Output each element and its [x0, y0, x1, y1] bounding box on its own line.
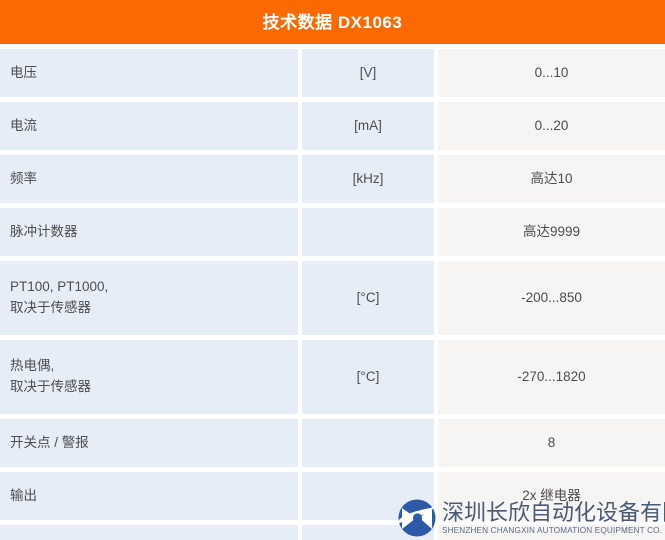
spec-label-lines: 热电偶, 取决于传感器: [10, 356, 91, 398]
spec-value-cell: -270...1820: [438, 340, 665, 414]
spec-unit-cell: [302, 419, 434, 467]
spec-unit-cell: [°C]: [302, 340, 434, 414]
spec-value-text: 0...10: [534, 64, 569, 80]
spec-value-text: -200...850: [521, 289, 582, 305]
spec-label-line2: 取决于传感器: [10, 379, 91, 394]
spec-unit-cell: [302, 472, 434, 520]
spec-label-cell: 频率: [0, 155, 298, 203]
table-row: 频率 [kHz] 高达10: [0, 155, 665, 203]
table-row: 热电偶, 取决于传感器 [°C] -270...1820: [0, 340, 665, 414]
spec-unit-text: [°C]: [356, 289, 380, 305]
spec-unit-text: [°C]: [356, 368, 380, 384]
spec-value-text: -270...1820: [517, 368, 586, 384]
spec-label-cell: 防护等级: [0, 525, 298, 540]
spec-value-text: 高达9999: [522, 223, 581, 239]
spec-label-line1: 频率: [10, 170, 37, 186]
spec-value-cell: 2x 继电器: [438, 472, 665, 520]
spec-unit-cell: [kHz]: [302, 155, 434, 203]
spec-value-cell: 高达10: [438, 155, 665, 203]
spec-label-line1: 电压: [10, 64, 37, 80]
spec-unit-text: [mA]: [354, 117, 382, 133]
page-title: 技术数据 DX1063: [262, 12, 403, 32]
spec-unit-cell: [302, 525, 434, 540]
spec-unit-cell: [V]: [302, 49, 434, 97]
spec-label-cell: PT100, PT1000, 取决于传感器: [0, 261, 298, 335]
spec-value-cell: 8: [438, 419, 665, 467]
spec-label-cell: 电流: [0, 102, 298, 150]
spec-unit-cell: [302, 208, 434, 256]
spec-label-cell: 热电偶, 取决于传感器: [0, 340, 298, 414]
spec-label-lines: PT100, PT1000, 取决于传感器: [10, 277, 108, 319]
spec-unit-text: [V]: [359, 64, 377, 80]
spec-label-line1: 热电偶,: [10, 358, 55, 374]
spec-label-cell: 开关点 / 警报: [0, 419, 298, 467]
spec-label-line1: PT100, PT1000,: [10, 279, 109, 295]
spec-label-cell: 电压: [0, 49, 298, 97]
spec-value-text: 8: [547, 434, 556, 450]
table-row: 开关点 / 警报 8: [0, 419, 665, 467]
table-row: PT100, PT1000, 取决于传感器 [°C] -200...850: [0, 261, 665, 335]
spec-value-cell: 0...10: [438, 49, 665, 97]
spec-label-line1: 电流: [10, 117, 37, 133]
spec-unit-text: [kHz]: [352, 170, 384, 186]
spec-value-text: 0...20: [534, 117, 569, 133]
table-row: 防护等级: [0, 525, 665, 540]
spec-label-line1: 输出: [10, 487, 37, 503]
specifications-table: 电压 [V] 0...10 电流 [mA] 0...20 频率 [kHz] 高达10 脉冲计数器 高…: [0, 49, 665, 540]
spec-label-line1: 开关点 / 警报: [10, 434, 89, 450]
spec-value-cell: -200...850: [438, 261, 665, 335]
spec-value-cell: 0...20: [438, 102, 665, 150]
table-row: 脉冲计数器 高达9999: [0, 208, 665, 256]
spec-value-cell: [438, 525, 665, 540]
spec-unit-cell: [mA]: [302, 102, 434, 150]
spec-label-cell: 输出: [0, 472, 298, 520]
spec-label-cell: 脉冲计数器: [0, 208, 298, 256]
spec-value-text: 2x 继电器: [522, 487, 581, 503]
table-row: 电流 [mA] 0...20: [0, 102, 665, 150]
table-row: 输出 2x 继电器: [0, 472, 665, 520]
spec-value-text: 高达10: [530, 170, 573, 186]
spec-label-line2: 取决于传感器: [10, 300, 91, 315]
spec-unit-cell: [°C]: [302, 261, 434, 335]
sheet-header: 技术数据 DX1063: [0, 0, 665, 44]
spec-label-line1: 脉冲计数器: [10, 223, 78, 239]
table-row: 电压 [V] 0...10: [0, 49, 665, 97]
spec-value-cell: 高达9999: [438, 208, 665, 256]
